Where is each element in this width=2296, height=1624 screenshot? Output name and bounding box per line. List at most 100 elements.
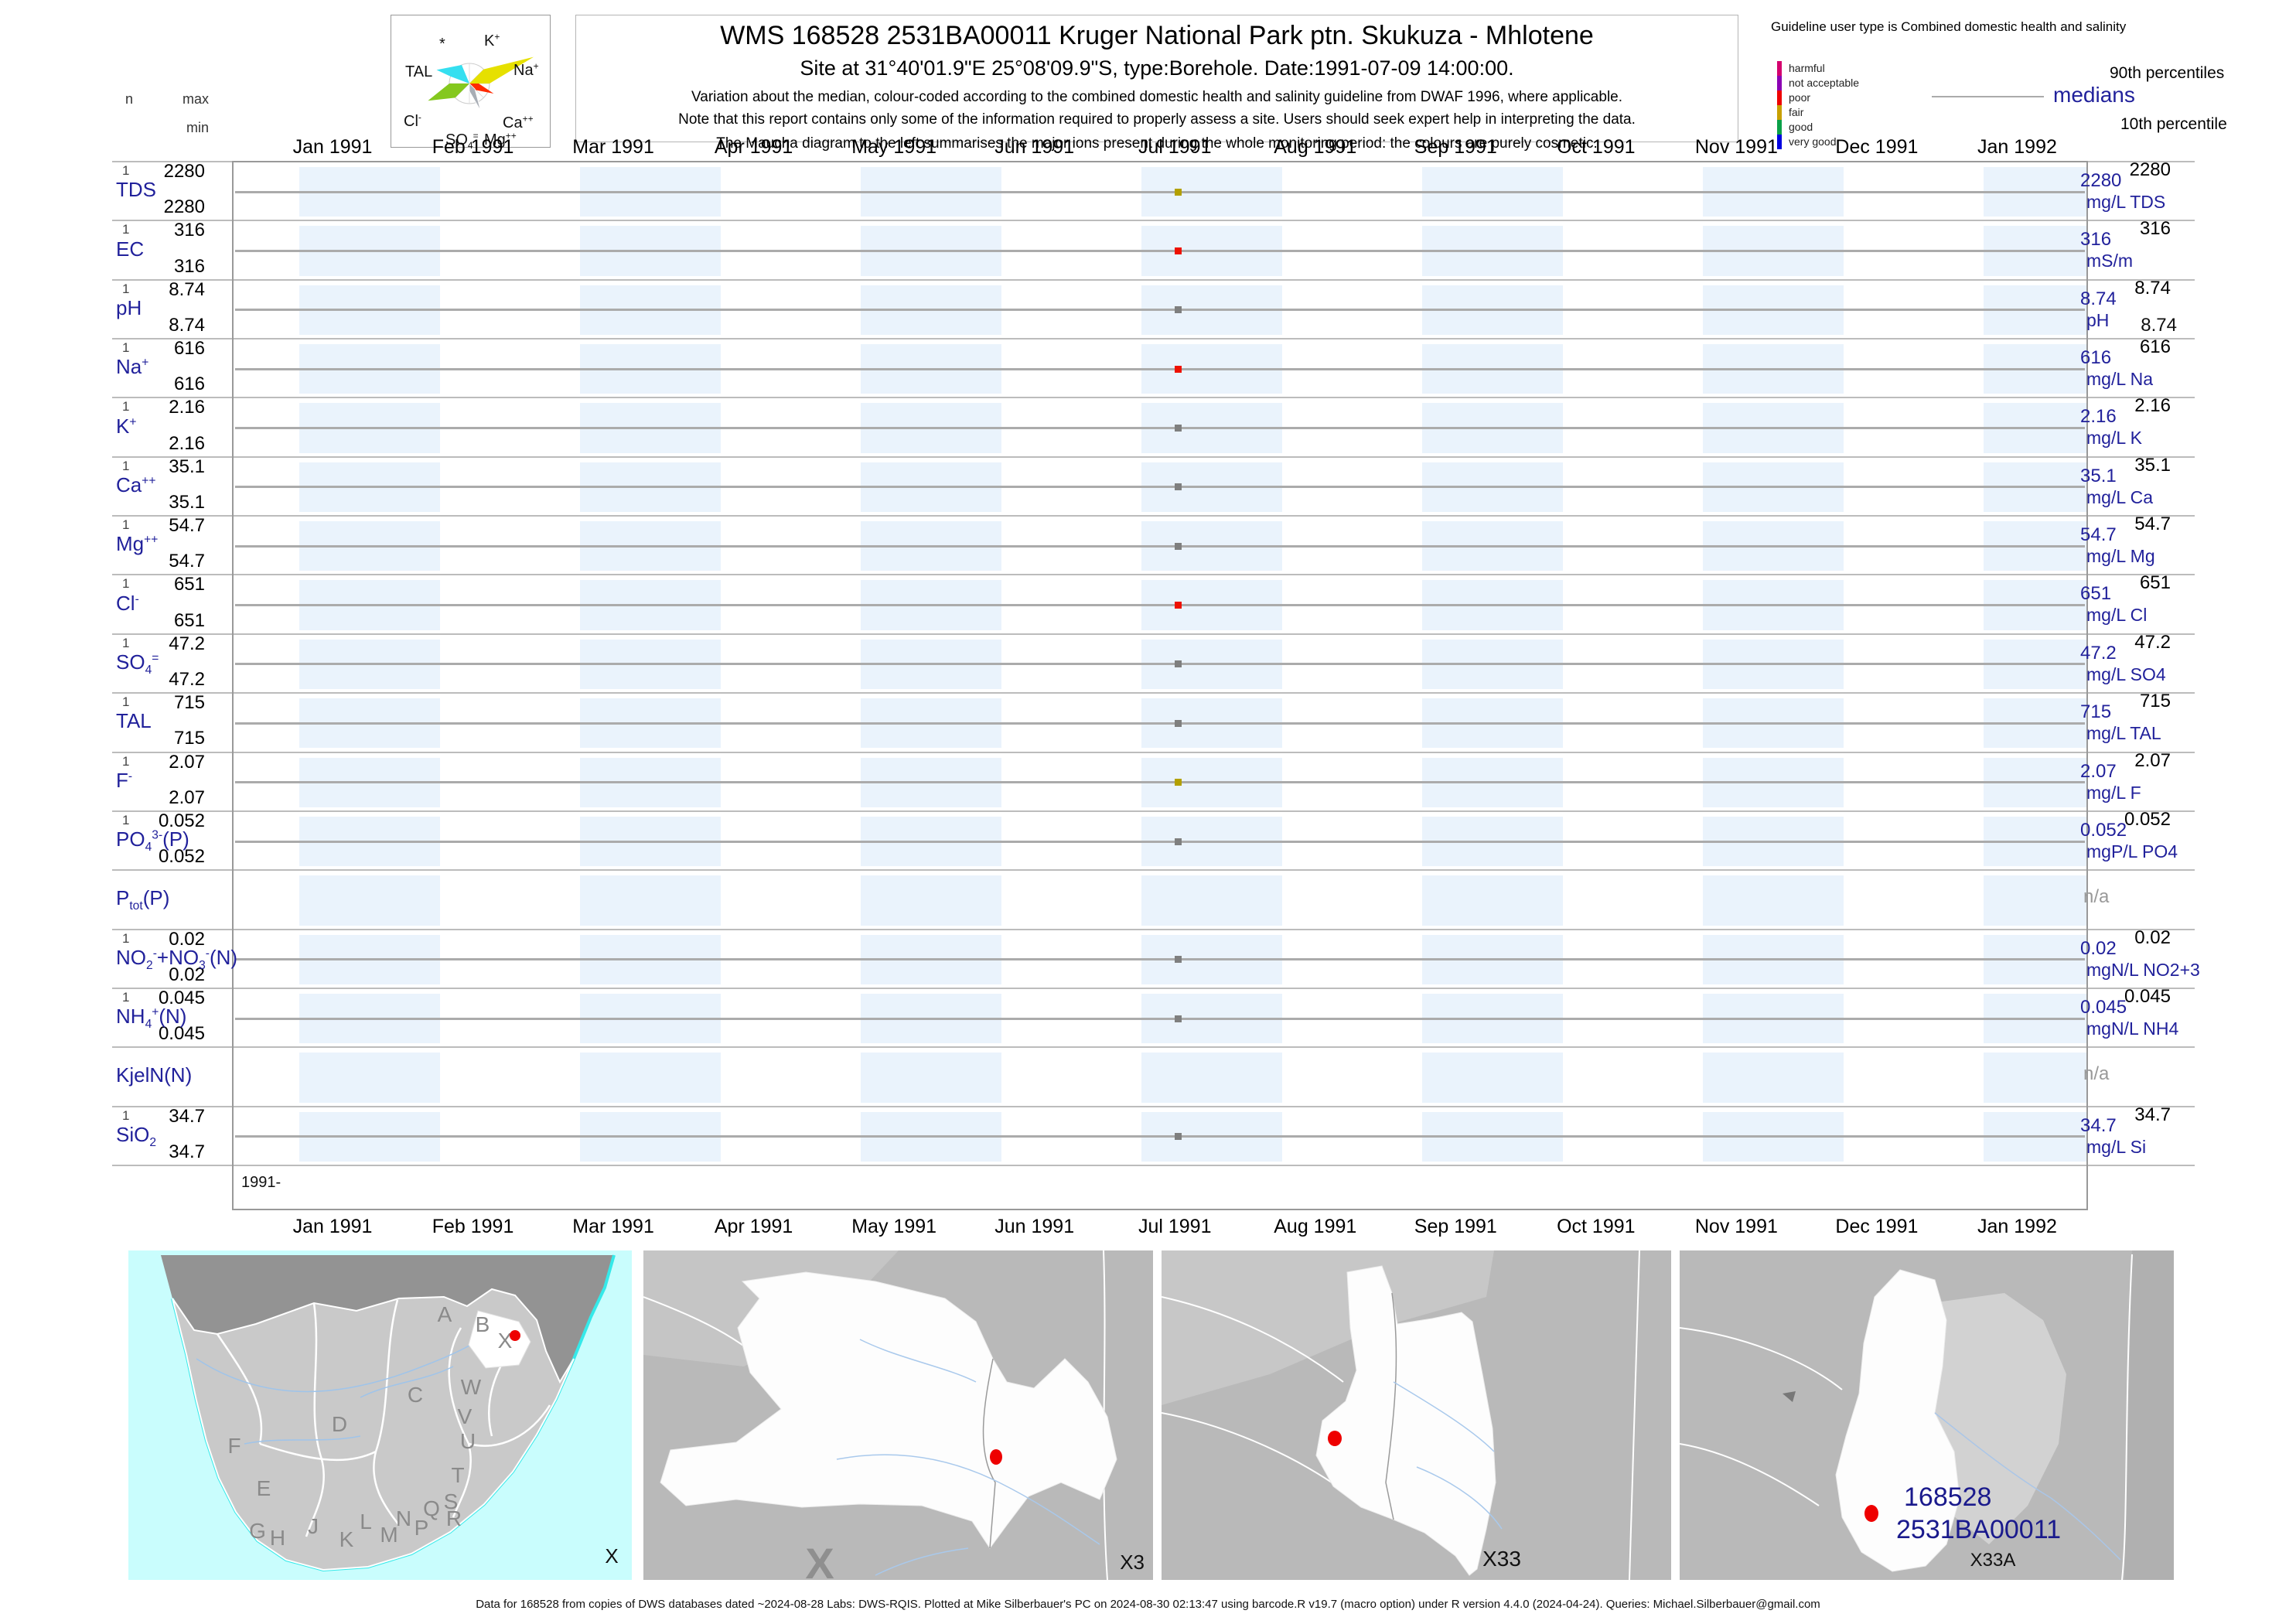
unit-label: mg/L Si bbox=[2086, 1136, 2147, 1157]
region-letter-V: V bbox=[458, 1404, 473, 1428]
row-separator bbox=[112, 751, 2195, 753]
p90-value: 0.02 bbox=[2134, 926, 2171, 948]
not-available: n/a bbox=[2083, 886, 2110, 908]
min-value: 2280 bbox=[163, 196, 205, 218]
median-line bbox=[235, 781, 2085, 784]
data-point-marker bbox=[1174, 1133, 1182, 1141]
max-value: 0.052 bbox=[158, 810, 205, 831]
param-row-left-F: 1 2.07 2.07 F- bbox=[110, 752, 230, 810]
param-row-left-K: 1 2.16 2.16 K+ bbox=[110, 397, 230, 455]
region-letter-J: J bbox=[308, 1514, 319, 1538]
month-label-Jan-1991: Jan 1991 bbox=[292, 136, 373, 158]
plot-area: 1991- bbox=[232, 161, 2088, 1210]
unit-label: mgN/L NO2+3 bbox=[2086, 959, 2200, 980]
param-name: F- bbox=[116, 768, 133, 792]
month-label-Nov-1991: Nov 1991 bbox=[1694, 136, 1778, 158]
sample-count: 1 bbox=[122, 399, 130, 415]
median-line bbox=[235, 663, 2085, 666]
median-value: 316 bbox=[2080, 229, 2112, 251]
max-value: 34.7 bbox=[169, 1105, 205, 1127]
sample-count: 1 bbox=[122, 753, 130, 769]
min-value: 2.16 bbox=[169, 432, 205, 454]
month-stripe bbox=[1422, 875, 1563, 926]
month-stripe bbox=[861, 1053, 1001, 1103]
month-label-Dec-1991: Dec 1991 bbox=[1835, 1216, 1919, 1237]
boundary-lines bbox=[1162, 1250, 1640, 1580]
month-stripe bbox=[1703, 1053, 1844, 1103]
p10-value: 8.74 bbox=[2141, 314, 2177, 336]
small-feature bbox=[1783, 1391, 1796, 1402]
month-label-Mar-1991: Mar 1991 bbox=[572, 136, 654, 158]
region-letter-F: F bbox=[227, 1434, 241, 1458]
unit-label: mgN/L NH4 bbox=[2086, 1018, 2179, 1039]
min-value: 54.7 bbox=[169, 551, 205, 572]
site-number-label: 168528 bbox=[1904, 1482, 1991, 1512]
min-value: 0.045 bbox=[158, 1023, 205, 1045]
param-name: SiO2 bbox=[116, 1122, 157, 1149]
title-box: WMS 168528 2531BA00011 Kruger National P… bbox=[575, 15, 1738, 152]
region-letter-C: C bbox=[408, 1383, 423, 1407]
month-label-Oct-1991: Oct 1991 bbox=[1557, 1216, 1636, 1237]
row-separator bbox=[112, 928, 2195, 930]
row-separator bbox=[112, 338, 2195, 340]
param-row-left-SO4: 1 47.2 47.2 SO4= bbox=[110, 633, 230, 692]
median-value: 47.2 bbox=[2080, 642, 2117, 664]
param-row-right-Cl: 651 651 mg/L Cl bbox=[2080, 572, 2296, 633]
month-stripe bbox=[1984, 1053, 2086, 1103]
median-line bbox=[235, 427, 2085, 430]
legend-90th-percentiles: 90th percentiles bbox=[2110, 64, 2225, 82]
max-value: 616 bbox=[173, 338, 205, 360]
maucha-label-asterisk: * bbox=[439, 36, 445, 53]
median-line bbox=[235, 250, 2085, 253]
month-label-Sep-1991: Sep 1991 bbox=[1414, 1216, 1497, 1237]
median-value: 2.07 bbox=[2080, 760, 2117, 782]
param-row-left-Ca: 1 35.1 35.1 Ca++ bbox=[110, 456, 230, 515]
param-row-right-F: 2.07 2.07 mg/L F bbox=[2080, 750, 2296, 810]
legend-medians: medians bbox=[2053, 83, 2135, 107]
sample-count: 1 bbox=[122, 694, 130, 710]
maucha-ca-wedge bbox=[469, 84, 494, 94]
p90-value: 35.1 bbox=[2134, 454, 2171, 476]
month-label-Aug-1991: Aug 1991 bbox=[1274, 136, 1357, 158]
median-value: 616 bbox=[2080, 347, 2112, 369]
median-line bbox=[235, 544, 2085, 548]
internal-boundary bbox=[1385, 1292, 1397, 1520]
region-letter-T: T bbox=[451, 1463, 464, 1487]
param-row-left-Na: 1 616 616 Na+ bbox=[110, 338, 230, 397]
max-value: 651 bbox=[173, 574, 205, 595]
not-available: n/a bbox=[2083, 1063, 2110, 1085]
p90-value: 616 bbox=[2139, 336, 2171, 358]
p90-value: 8.74 bbox=[2134, 277, 2171, 299]
param-row-right-NO2+NO3(N): 0.02 0.02 mgN/L NO2+3 bbox=[2080, 926, 2296, 988]
max-value: 0.02 bbox=[169, 928, 205, 950]
param-row-right-SO4: 47.2 47.2 mg/L SO4 bbox=[2080, 632, 2296, 692]
legend-swatch-not-acceptable bbox=[1777, 76, 1782, 90]
median-line bbox=[235, 367, 2085, 370]
note-line-1: Variation about the median, colour-coded… bbox=[691, 89, 1623, 105]
month-label-Feb-1991: Feb 1991 bbox=[432, 136, 514, 158]
param-row-left-pH: 1 8.74 8.74 pH bbox=[110, 279, 230, 338]
sample-count: 1 bbox=[122, 163, 130, 178]
max-value: 2280 bbox=[163, 161, 205, 182]
sample-count: 1 bbox=[122, 340, 130, 356]
guideline-legend: Guideline user type is Combined domestic… bbox=[1763, 12, 2296, 178]
stat-header-min: min bbox=[186, 120, 209, 135]
sample-count: 1 bbox=[122, 1107, 130, 1123]
month-stripe bbox=[1141, 875, 1282, 926]
median-line bbox=[235, 604, 2085, 607]
median-line bbox=[235, 486, 2085, 489]
month-label-Aug-1991: Aug 1991 bbox=[1274, 1216, 1357, 1237]
median-value: 715 bbox=[2080, 701, 2112, 723]
param-name: Mg++ bbox=[116, 532, 159, 556]
p90-value: 34.7 bbox=[2134, 1104, 2171, 1125]
param-row-left-TDS: 1 2280 2280 TDS bbox=[110, 161, 230, 220]
p90-value: 2.16 bbox=[2134, 395, 2171, 417]
region-letter-X: X bbox=[498, 1329, 513, 1353]
data-point-marker bbox=[1174, 719, 1182, 727]
boundary-lines bbox=[1680, 1254, 2133, 1580]
median-line bbox=[235, 840, 2085, 843]
median-value: 0.02 bbox=[2080, 937, 2117, 959]
drainage-boundaries bbox=[216, 1299, 551, 1537]
min-value: 316 bbox=[173, 255, 205, 277]
